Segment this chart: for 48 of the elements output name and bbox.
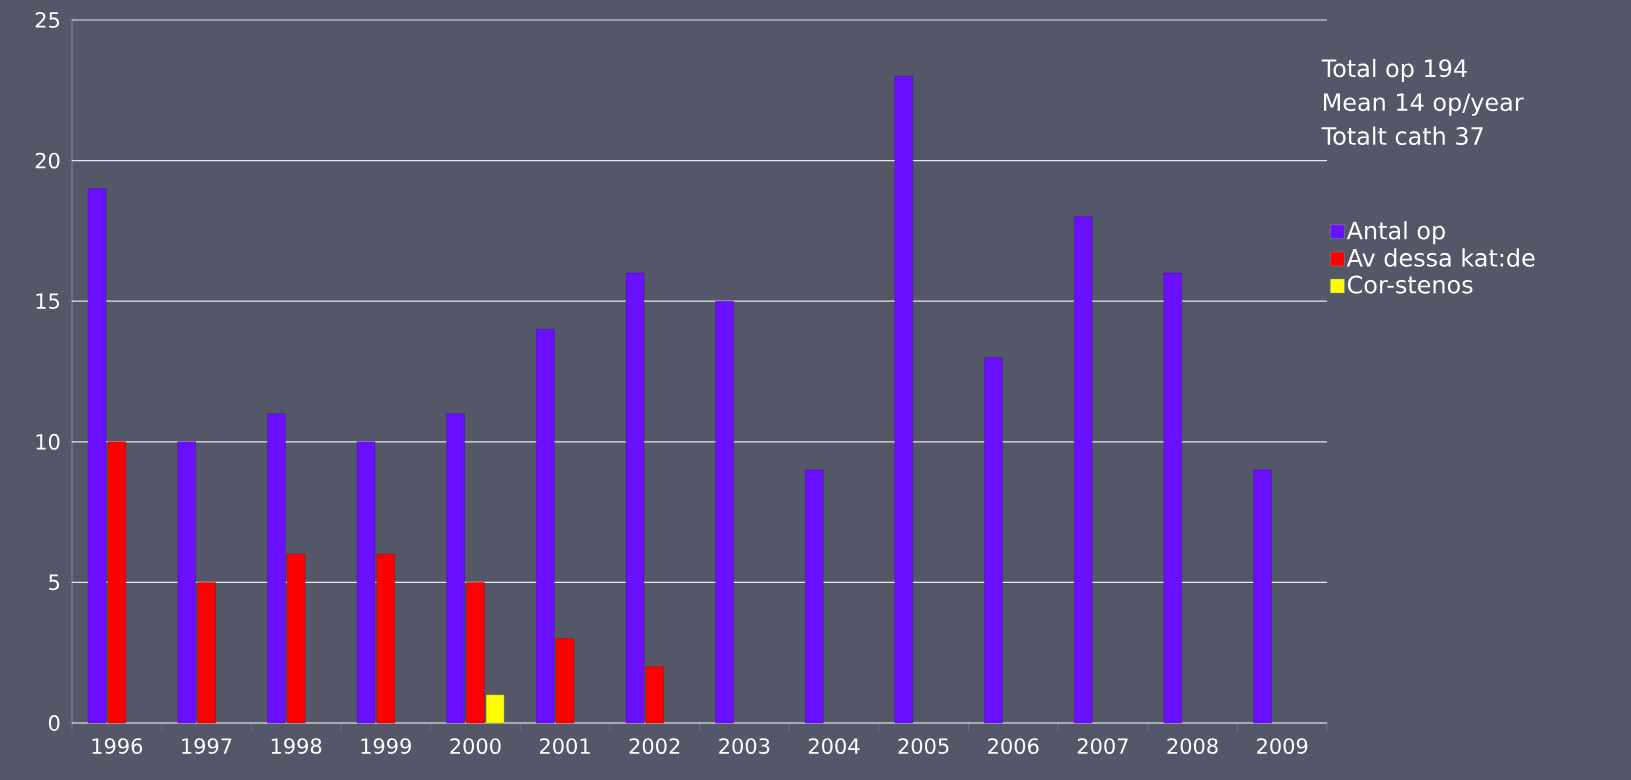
y-tick-label: 25 (35, 12, 60, 28)
x-tick-label: 2008 (1167, 738, 1218, 754)
x-tick-label: 1999 (361, 738, 411, 754)
legend-label: Cor-stenos (1347, 275, 1473, 294)
x-tick-label: 2001 (539, 738, 590, 754)
bar (286, 554, 306, 724)
bar (197, 582, 216, 724)
bar (1163, 272, 1182, 724)
bar (466, 582, 485, 724)
y-tick-label: 5 (49, 574, 60, 591)
bar (267, 413, 286, 724)
legend-label: Antal op (1346, 221, 1445, 245)
bar (177, 441, 196, 724)
bar (894, 76, 914, 724)
x-tick-label: 2005 (898, 738, 949, 754)
bar (715, 300, 734, 724)
bar (356, 441, 376, 724)
bar (376, 554, 395, 724)
x-tick-label: 2002 (629, 738, 680, 754)
x-tick-label: 1998 (271, 738, 322, 754)
bar (536, 329, 555, 724)
y-tick-label: 20 (35, 152, 60, 169)
x-tick-label: 2000 (450, 738, 501, 754)
bar (446, 413, 465, 724)
x-tick-label: 2004 (808, 738, 860, 754)
y-tick-label: 15 (36, 293, 60, 309)
x-tick-label: 2007 (1077, 738, 1128, 754)
x-tick-label: 2009 (1257, 738, 1308, 754)
bar (645, 666, 664, 724)
bar (485, 694, 505, 724)
annotation: Totalt cath 37 (1321, 126, 1483, 146)
bar (87, 188, 107, 724)
y-tick-label: 0 (48, 715, 60, 731)
x-tick-label: 1996 (92, 738, 143, 754)
annotation: Mean 14 op/year (1323, 93, 1524, 116)
bar (555, 638, 575, 724)
annotation: Total op 194 (1321, 58, 1467, 82)
bar (107, 441, 126, 724)
x-tick-label: 2003 (719, 738, 770, 754)
x-tick-label: 2006 (988, 738, 1039, 754)
x-tick-label: 1997 (182, 738, 232, 754)
y-tick-label: 10 (36, 433, 60, 450)
bar (805, 469, 824, 724)
bar (1253, 469, 1272, 724)
bar (1074, 216, 1093, 724)
bar (984, 357, 1003, 724)
bar (625, 272, 645, 724)
legend-label: Av dessa kat:de (1346, 248, 1535, 267)
